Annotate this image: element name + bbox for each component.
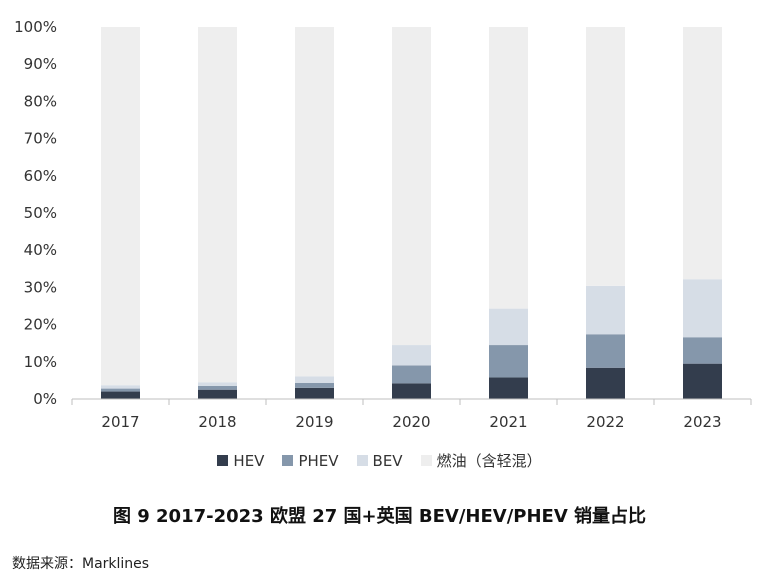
legend-swatch	[217, 455, 229, 466]
bar-segment	[683, 27, 722, 280]
y-tick-label: 60%	[24, 167, 57, 185]
legend-entry: HEV	[217, 452, 264, 470]
legend-swatch	[282, 455, 294, 466]
bar-segment	[586, 285, 625, 335]
bar-segment	[198, 385, 237, 390]
x-tick-label: 2021	[489, 413, 527, 431]
x-tick-label: 2019	[295, 413, 333, 431]
y-tick-label: 50%	[24, 204, 57, 222]
bar-segment	[392, 383, 431, 399]
bar-segment	[392, 365, 431, 384]
bar-segment	[489, 308, 528, 346]
bar-segment	[586, 367, 625, 399]
y-tick-label: 30%	[24, 278, 57, 296]
legend: HEV PHEV BEV 燃油（含轻混）	[0, 450, 759, 471]
bar-segment	[101, 388, 140, 392]
source-note: 数据来源：Marklines	[12, 556, 150, 572]
bar-segment	[295, 383, 334, 388]
y-tick-label: 80%	[24, 92, 57, 110]
bar-segment	[586, 27, 625, 286]
bar-segment	[295, 387, 334, 399]
bars	[101, 27, 722, 399]
bar-segment	[198, 27, 237, 383]
y-tick-label: 10%	[24, 353, 57, 371]
bar-segment	[392, 345, 431, 366]
legend-entry: PHEV	[282, 451, 339, 470]
x-tick-label: 2018	[198, 413, 236, 431]
bar-segment	[101, 27, 140, 386]
legend-swatch	[356, 455, 368, 466]
chart-title: 图 9 2017-2023 欧盟 27 国+英国 BEV/HEV/PHEV 销量…	[112, 506, 647, 527]
x-tick-label: 2023	[683, 413, 721, 431]
bar-segment	[489, 27, 528, 309]
x-tick-label: 2017	[101, 413, 139, 431]
bar-segment	[198, 389, 237, 399]
y-tick-label: 90%	[24, 55, 57, 73]
bar-segment	[295, 27, 334, 377]
legend-label: HEV	[233, 451, 265, 470]
y-axis-ticks: 0% 10% 20% 30% 40% 50% 60% 70% 80% 90% 100%	[14, 18, 57, 408]
bar-segment	[683, 279, 722, 338]
y-tick-label: 0%	[33, 390, 57, 408]
x-axis-ticks: 2017 2018 2019 2020 2021 2022 2023	[71, 399, 752, 431]
bar-segment	[586, 334, 625, 368]
legend-entry: BEV	[356, 451, 403, 470]
stacked-bar-chart: 0%10%20%30%40%50%60%70%80%90%100% 2017 20…	[14, 18, 752, 431]
bar-segment	[489, 345, 528, 378]
x-tick-label: 2020	[392, 413, 430, 431]
bar-segment	[101, 391, 140, 399]
bar-segment	[683, 363, 722, 399]
x-tick-label: 2022	[586, 413, 624, 431]
y-tick-label: 40%	[24, 241, 57, 259]
legend-label: 燃油（含轻混）	[436, 452, 542, 470]
bar-segment	[101, 385, 140, 389]
legend-label: BEV	[372, 451, 403, 470]
legend-entry: 燃油（含轻混）	[420, 450, 542, 471]
legend-swatch	[420, 455, 432, 466]
bar-segment	[489, 377, 528, 399]
y-tick-label: 100%	[14, 18, 57, 36]
bar-segment	[392, 27, 431, 346]
bar-segment	[295, 376, 334, 384]
y-tick-label: 20%	[24, 316, 57, 334]
legend-label: PHEV	[298, 451, 339, 470]
bar-segment	[198, 382, 237, 386]
bar-segment	[683, 337, 722, 364]
y-tick-label: 70%	[24, 130, 57, 148]
